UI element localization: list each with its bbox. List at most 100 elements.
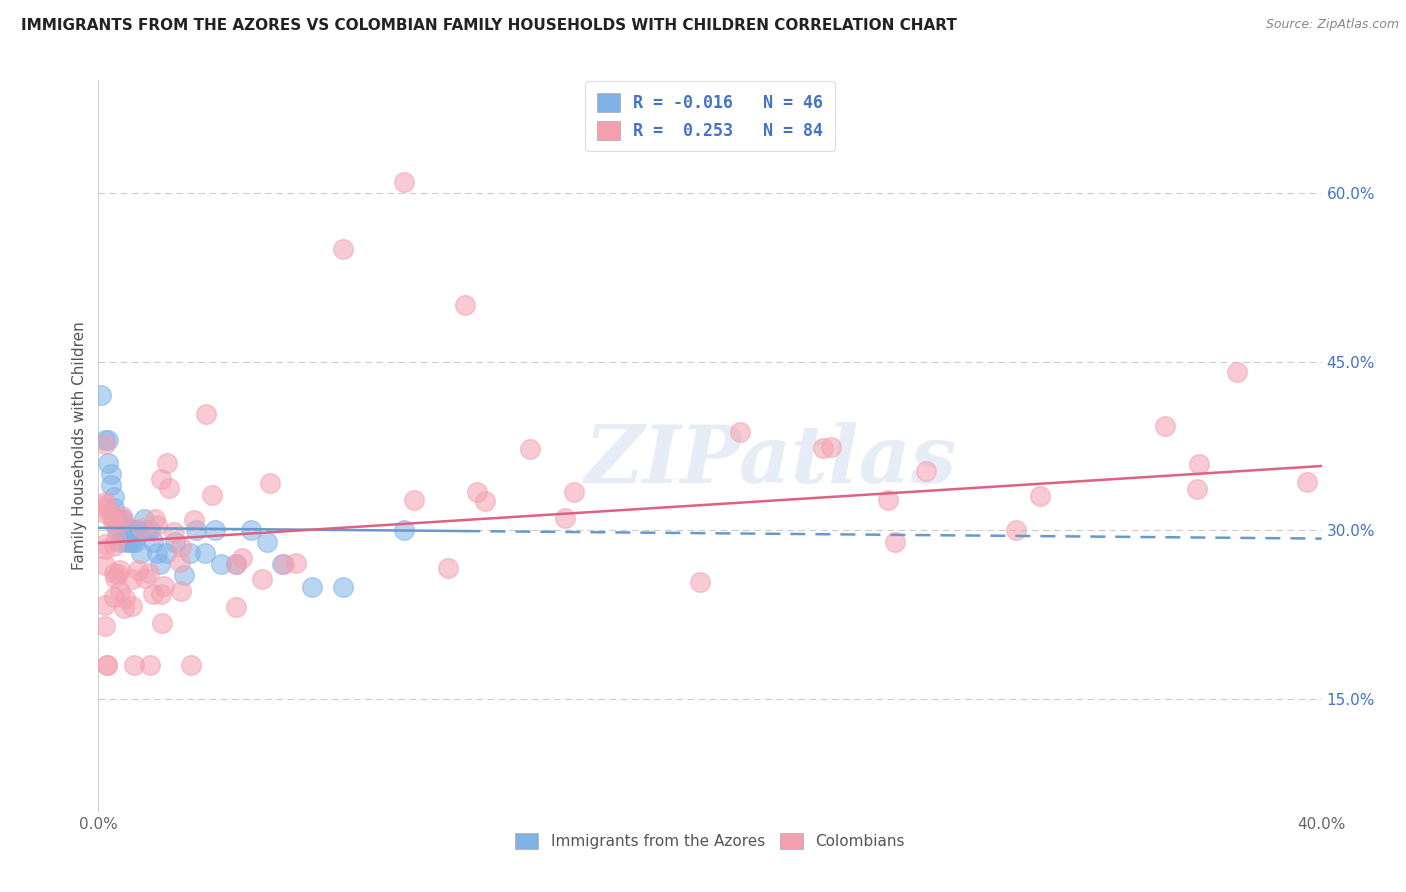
Point bbox=[105, 512, 128, 526]
Point bbox=[103, 500, 125, 515]
Point bbox=[118, 524, 141, 538]
Point bbox=[108, 584, 131, 599]
Point bbox=[90, 388, 112, 402]
Point bbox=[112, 600, 135, 615]
Point bbox=[201, 488, 224, 502]
Point bbox=[111, 515, 134, 529]
Point bbox=[285, 557, 308, 571]
Point bbox=[1226, 365, 1249, 379]
Point bbox=[108, 534, 131, 549]
Point bbox=[146, 517, 169, 532]
Point bbox=[93, 437, 115, 451]
Point bbox=[93, 618, 115, 632]
Point bbox=[392, 175, 416, 189]
Point bbox=[252, 573, 274, 587]
Point bbox=[150, 587, 173, 601]
Point bbox=[163, 524, 186, 539]
Point bbox=[105, 533, 128, 547]
Point bbox=[111, 509, 134, 524]
Point bbox=[157, 481, 180, 495]
Point bbox=[392, 524, 416, 538]
Point bbox=[121, 572, 143, 586]
Point bbox=[121, 599, 143, 613]
Point bbox=[150, 471, 173, 485]
Point bbox=[156, 456, 179, 470]
Text: ZIPatlas: ZIPatlas bbox=[585, 422, 957, 500]
Point bbox=[465, 484, 488, 499]
Point bbox=[103, 539, 125, 553]
Point bbox=[811, 441, 834, 455]
Point bbox=[564, 484, 586, 499]
Point bbox=[204, 524, 226, 538]
Point bbox=[127, 562, 149, 576]
Point bbox=[104, 571, 127, 585]
Point bbox=[332, 580, 354, 594]
Point bbox=[259, 475, 281, 490]
Point bbox=[108, 563, 131, 577]
Point bbox=[180, 658, 202, 673]
Point bbox=[142, 534, 165, 549]
Point bbox=[145, 546, 167, 560]
Point bbox=[1029, 489, 1052, 503]
Point bbox=[93, 434, 115, 448]
Legend: Immigrants from the Azores, Colombians: Immigrants from the Azores, Colombians bbox=[509, 827, 911, 855]
Point bbox=[143, 511, 166, 525]
Point bbox=[105, 524, 128, 538]
Point bbox=[150, 615, 173, 630]
Point bbox=[115, 524, 138, 538]
Point bbox=[1188, 457, 1211, 471]
Point bbox=[194, 546, 217, 560]
Point bbox=[194, 407, 217, 421]
Text: IMMIGRANTS FROM THE AZORES VS COLOMBIAN FAMILY HOUSEHOLDS WITH CHILDREN CORRELAT: IMMIGRANTS FROM THE AZORES VS COLOMBIAN … bbox=[21, 18, 957, 33]
Point bbox=[108, 512, 131, 526]
Point bbox=[138, 566, 160, 580]
Point bbox=[876, 492, 898, 507]
Point bbox=[115, 534, 138, 549]
Point bbox=[170, 541, 193, 555]
Point bbox=[93, 598, 115, 612]
Point bbox=[454, 298, 477, 312]
Point bbox=[124, 658, 146, 673]
Point bbox=[103, 566, 125, 580]
Point bbox=[554, 510, 576, 524]
Point bbox=[108, 524, 131, 538]
Point bbox=[127, 524, 149, 538]
Point bbox=[121, 534, 143, 549]
Point bbox=[107, 567, 129, 582]
Point bbox=[155, 546, 177, 560]
Point bbox=[93, 537, 115, 551]
Point bbox=[93, 558, 115, 572]
Point bbox=[93, 506, 115, 520]
Point bbox=[101, 509, 124, 524]
Point bbox=[103, 516, 125, 531]
Point bbox=[519, 442, 541, 457]
Point bbox=[179, 546, 201, 560]
Point bbox=[301, 580, 323, 594]
Point bbox=[134, 571, 156, 585]
Point bbox=[273, 557, 295, 571]
Point bbox=[100, 478, 122, 492]
Point bbox=[96, 657, 118, 672]
Text: Source: ZipAtlas.com: Source: ZipAtlas.com bbox=[1265, 18, 1399, 31]
Point bbox=[209, 557, 232, 571]
Point bbox=[240, 524, 263, 538]
Point bbox=[1296, 475, 1319, 490]
Point bbox=[332, 242, 354, 256]
Point bbox=[404, 492, 426, 507]
Point bbox=[111, 524, 134, 538]
Point bbox=[689, 574, 711, 589]
Point bbox=[93, 541, 115, 556]
Point bbox=[124, 524, 146, 538]
Point bbox=[103, 591, 125, 605]
Point bbox=[183, 513, 205, 527]
Point bbox=[225, 557, 247, 571]
Point bbox=[436, 561, 458, 575]
Point bbox=[121, 524, 143, 538]
Point bbox=[118, 534, 141, 549]
Point bbox=[129, 546, 152, 560]
Point bbox=[914, 464, 936, 478]
Point bbox=[139, 524, 162, 538]
Point bbox=[153, 579, 176, 593]
Point bbox=[103, 513, 125, 527]
Point bbox=[134, 512, 156, 526]
